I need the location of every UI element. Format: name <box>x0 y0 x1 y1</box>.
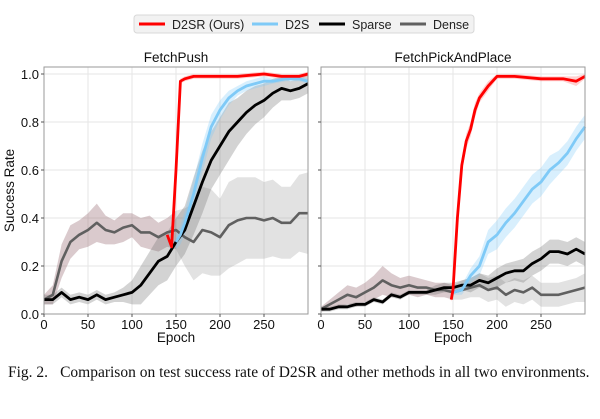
y-tick-label: 0.4 <box>21 211 39 226</box>
panel-title: FetchPickAndPlace <box>394 50 511 65</box>
x-tick-label: 200 <box>486 317 508 332</box>
legend: D2SR (Ours) D2S Sparse Dense <box>133 14 475 34</box>
legend-label: Sparse <box>352 18 392 32</box>
y-tick-label: 1.0 <box>21 67 39 82</box>
legend-box <box>133 14 475 34</box>
band-dense <box>44 203 176 305</box>
x-tick-label: 150 <box>165 317 187 332</box>
panel-fetchpush: 0 50 100 150 200 250 0.0 0.2 0.4 0.6 0.8 1.0 FetchPu… <box>2 50 309 345</box>
x-axis-label: Epoch <box>157 330 195 345</box>
x-tick-label: 250 <box>253 317 275 332</box>
y-axis-label: Success Rate <box>2 149 17 232</box>
figure-caption: Fig. 2. Comparison on test success rate o… <box>8 363 593 383</box>
panel-title: FetchPush <box>144 50 209 65</box>
x-tick-label: 0 <box>40 317 47 332</box>
band-dense <box>321 266 453 312</box>
band-sparse <box>321 237 585 312</box>
y-tick-label: 0.6 <box>21 163 39 178</box>
panel-fetchpickandplace: 0 50 100 150 200 250 FetchPickAndPlace Epoch <box>317 50 587 345</box>
x-tick-label: 200 <box>209 317 231 332</box>
line-dense <box>43 211 308 301</box>
line-d2s <box>452 125 587 294</box>
x-tick-label: 250 <box>530 317 552 332</box>
band-dense <box>176 172 308 281</box>
legend-label: Dense <box>433 18 469 32</box>
y-tick-label: 0.0 <box>21 307 39 322</box>
x-axis-label: Epoch <box>434 330 472 345</box>
x-tick-label: 50 <box>358 317 372 332</box>
y-tick-label: 0.8 <box>21 115 39 130</box>
x-tick-label: 0 <box>317 317 324 332</box>
x-tick-label: 150 <box>442 317 464 332</box>
caption-label: Fig. 2. <box>8 364 49 381</box>
legend-label: D2SR (Ours) <box>172 18 244 32</box>
x-tick-label: 50 <box>81 317 95 332</box>
legend-label: D2S <box>285 18 309 32</box>
line-d2sr-ours <box>165 72 309 249</box>
caption-text: Comparison on test success rate of D2SR … <box>60 364 590 381</box>
x-tick-label: 100 <box>121 317 143 332</box>
y-tick-label: 0.2 <box>21 259 39 274</box>
line-d2s <box>174 77 309 243</box>
x-tick-label: 100 <box>398 317 420 332</box>
band-sparse <box>44 74 308 305</box>
line-d2sr-ours <box>449 75 586 300</box>
figure: D2SR (Ours) D2S Sparse Dense 0 50 100 150 200 25… <box>2 14 587 345</box>
